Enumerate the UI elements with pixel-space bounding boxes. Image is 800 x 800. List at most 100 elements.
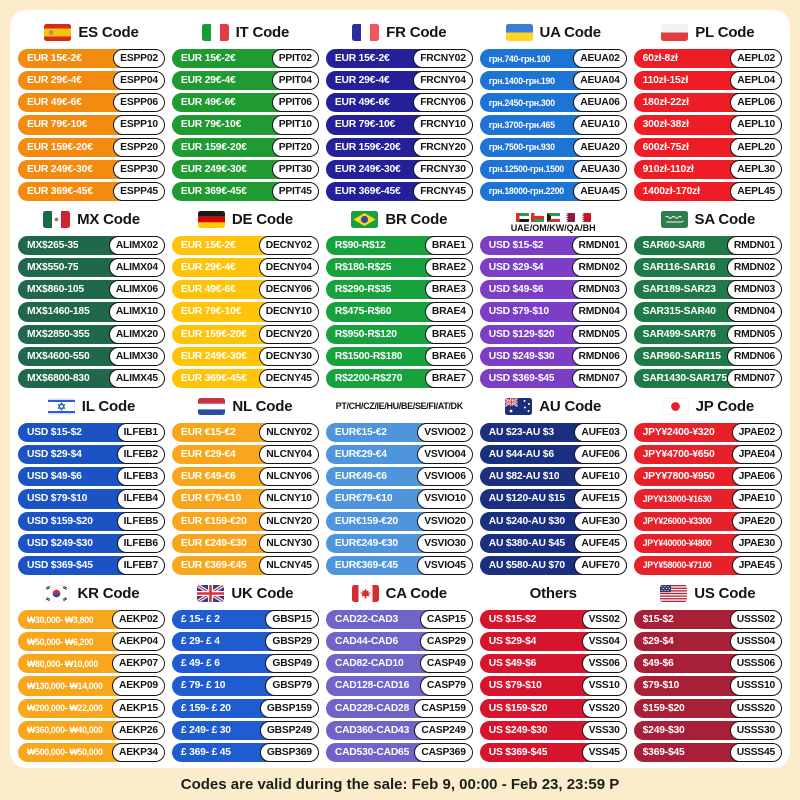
section-title: PT/CH/CZ/IE/HU/BE/SE/FI/AT/DK bbox=[335, 401, 464, 411]
coupon-pill: EUR 15€-2€ FRCNY02 bbox=[325, 49, 473, 69]
coupon-code: ILFEB5 bbox=[116, 511, 165, 531]
coupon-code: JPAE20 bbox=[731, 511, 782, 531]
coupon-pill: грн.3700-грн.465 AEUA10 bbox=[479, 115, 627, 135]
coupon-pill: US $249-$30 VSS30 bbox=[479, 720, 627, 740]
price-range: $79-$10 bbox=[642, 680, 680, 692]
coupon-list: US $15-$2 VSS02 US $29-$4 VSS04 US $49-$6 VSS… bbox=[479, 610, 627, 762]
coupon-code: AUFE70 bbox=[574, 555, 627, 575]
coupon-pill: EUR 159€-20€ FRCNY20 bbox=[325, 137, 473, 157]
coupon-code: ALIMX45 bbox=[108, 368, 165, 388]
coupon-pill: AU $82-AU $10 AUFE10 bbox=[479, 467, 627, 487]
coupon-code: RMDN06 bbox=[571, 346, 627, 366]
coupon-pill: EUR 369€-45€ PPIT45 bbox=[171, 181, 319, 201]
coupon-code: AEUA10 bbox=[573, 115, 627, 135]
price-range: USD $369-$45 bbox=[488, 372, 555, 384]
coupon-pill: USD $15-$2 RMDN01 bbox=[479, 236, 627, 256]
price-range: £ 159- £ 20 bbox=[180, 702, 231, 714]
price-range: EUR €249-€30 bbox=[180, 537, 247, 549]
coupon-code: ALIMX10 bbox=[108, 302, 165, 322]
br-flag-icon bbox=[351, 210, 379, 228]
price-range: грн.740-грн.100 bbox=[488, 53, 551, 64]
uk-flag-icon bbox=[197, 584, 225, 602]
price-range: AU $82-AU $10 bbox=[488, 471, 560, 483]
coupon-pill: $49-$6 USSS06 bbox=[633, 654, 782, 674]
coupon-pill: AU $44-AU $6 AUFE06 bbox=[479, 445, 627, 465]
section-header: UAE/OM/KW/QA/BH bbox=[480, 205, 627, 233]
price-range: CAD22-CAD3 bbox=[334, 614, 399, 626]
section-title: FR Code bbox=[386, 23, 447, 41]
price-range: SAR116-SAR16 bbox=[642, 262, 716, 274]
coupon-code: AEKP04 bbox=[112, 632, 165, 652]
coupon-pill: SAR116-SAR16 RMDN02 bbox=[633, 258, 782, 278]
price-range: ₩130,000- ₩14,000 bbox=[27, 680, 103, 691]
coupon-pill: EUR 29€-4€ ESPP04 bbox=[18, 71, 165, 91]
coupon-pill: £ 249- £ 30 GBSP249 bbox=[171, 720, 319, 740]
mx-flag-icon bbox=[43, 210, 71, 228]
content-panel: ES Code EUR 15€-2€ ESPP02 EUR 29€-4€ ESPP04 E… bbox=[10, 10, 790, 768]
coupon-code: AEUA04 bbox=[573, 71, 627, 91]
price-range: EUR 249€-30€ bbox=[27, 163, 93, 175]
coupon-pill: 910zł-110zł AEPL30 bbox=[633, 159, 782, 179]
coupon-code: BRAE1 bbox=[424, 236, 473, 256]
coupon-code: AEKP34 bbox=[112, 742, 165, 762]
price-range: SAR189-SAR23 bbox=[642, 284, 716, 296]
coupon-code: JPAE30 bbox=[731, 533, 782, 553]
section-title: CA Code bbox=[385, 584, 448, 602]
coupon-code: FRCNY04 bbox=[413, 71, 473, 91]
coupon-pill: $369-$45 USSS45 bbox=[633, 742, 782, 762]
country-section: AU Code AU $23-AU $3 AUFE03 AU $44-AU $6 AUF… bbox=[479, 392, 627, 575]
coupon-pill: JPY¥40000-¥4800 JPAE30 bbox=[633, 533, 782, 553]
coupon-code: VSS30 bbox=[581, 720, 627, 740]
price-range: R$475-R$60 bbox=[334, 306, 392, 318]
price-range: £ 249- £ 30 bbox=[180, 724, 231, 736]
coupon-pill: MX$4600-550 ALIMX30 bbox=[18, 346, 165, 366]
coupon-code: FRCNY45 bbox=[413, 181, 473, 201]
coupon-pill: USD $159-$20 ILFEB5 bbox=[18, 511, 165, 531]
coupon-code: ESPP20 bbox=[113, 137, 165, 157]
price-range: 910zł-110zł bbox=[642, 163, 694, 175]
coupon-code: AEUA06 bbox=[573, 93, 627, 113]
coupon-code: ESPP02 bbox=[113, 49, 165, 69]
price-range: ₩200,000- ₩22,000 bbox=[27, 703, 103, 714]
country-section: KR Code ₩30,000- ₩3,800 AEKP02 ₩50,000- ₩6,… bbox=[18, 579, 165, 762]
bh-flag-icon bbox=[577, 213, 591, 222]
coupon-pill: EUR 159€-20€ ESPP20 bbox=[18, 137, 165, 157]
coupon-code: VSVIO45 bbox=[417, 555, 473, 575]
coupon-code: DECNY04 bbox=[258, 258, 319, 278]
price-range: $29-$4 bbox=[642, 636, 674, 648]
coupon-pill: $29-$4 USSS04 bbox=[633, 632, 782, 652]
coupon-code: AEUA30 bbox=[573, 159, 627, 179]
price-range: US $369-$45 bbox=[488, 746, 548, 758]
price-range: EUR 29€-4€ bbox=[27, 75, 82, 87]
pl-flag-icon bbox=[661, 23, 689, 41]
coupon-code: AEKP15 bbox=[112, 698, 165, 718]
price-range: JPY¥13000-¥1630 bbox=[642, 493, 712, 504]
nl-flag-icon bbox=[198, 397, 226, 415]
coupon-pill: $79-$10 USSS10 bbox=[633, 676, 782, 696]
coupon-code: ALIMX30 bbox=[108, 346, 165, 366]
price-range: EUR 79€-10€ bbox=[27, 119, 88, 131]
price-range: грн.1400-грн.190 bbox=[488, 75, 555, 86]
coupon-code: NLCNY04 bbox=[259, 445, 319, 465]
price-range: EUR 159€-20€ bbox=[180, 141, 247, 153]
coupon-code: USSS10 bbox=[729, 676, 782, 696]
coupon-pill: ₩30,000- ₩3,800 AEKP02 bbox=[18, 610, 165, 630]
coupon-list: ₩30,000- ₩3,800 AEKP02 ₩50,000- ₩6,200 AEKP… bbox=[18, 610, 165, 762]
price-range: R$1500-R$180 bbox=[334, 350, 403, 362]
price-range: EUR 49€-6€ bbox=[334, 97, 390, 109]
coupon-code: USSS06 bbox=[729, 654, 782, 674]
coupon-pill: SAR1430-SAR175 RMDN07 bbox=[633, 368, 782, 388]
price-range: 600zł-75zł bbox=[642, 141, 689, 153]
price-range: EUR€249-€30 bbox=[334, 537, 398, 549]
coupon-code: ALIMX06 bbox=[108, 280, 165, 300]
coupon-code: RMDN06 bbox=[726, 346, 782, 366]
coupon-code: AEPL06 bbox=[730, 93, 782, 113]
price-range: 300zł-38zł bbox=[642, 119, 689, 131]
price-range: EUR 79€-10€ bbox=[334, 119, 396, 131]
coupon-pill: CAD128-CAD16 CASP79 bbox=[325, 676, 473, 696]
coupon-pill: EUR 369€-45€ FRCNY45 bbox=[325, 181, 473, 201]
coupon-code: BRAE5 bbox=[424, 324, 473, 344]
coupon-code: RMDN04 bbox=[571, 302, 627, 322]
coupon-code: PPIT30 bbox=[271, 159, 319, 179]
coupon-code: JPAE04 bbox=[731, 445, 782, 465]
